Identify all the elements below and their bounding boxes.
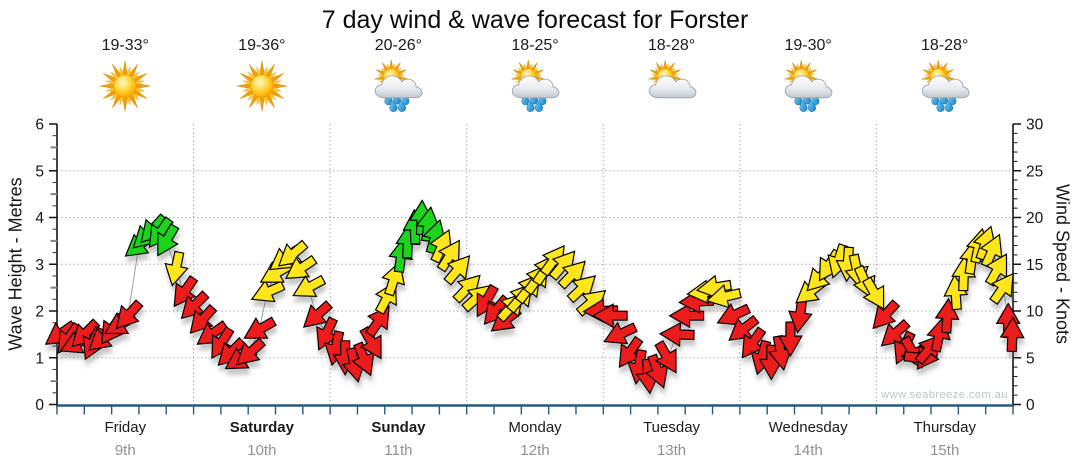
wind-arrow bbox=[436, 239, 460, 273]
day-name-label: Wednesday bbox=[768, 419, 848, 436]
day-date-label: 13th bbox=[656, 442, 687, 459]
weather-sun-showers-icon bbox=[921, 59, 970, 112]
wind-arrow bbox=[189, 303, 218, 334]
wave-axis-tick-label: 2 bbox=[35, 304, 44, 321]
wind-arrow bbox=[728, 314, 760, 341]
wave-axis-tick-label: 1 bbox=[35, 350, 44, 367]
wind-arrow bbox=[243, 316, 277, 339]
wind-arrow bbox=[157, 223, 180, 257]
wind-arrow bbox=[654, 340, 677, 374]
wind-arrow bbox=[351, 341, 375, 377]
day-date-label: 11th bbox=[384, 442, 413, 459]
day-temperature: 18-25° bbox=[511, 37, 559, 54]
day-date-label: 9th bbox=[114, 442, 136, 459]
day-temperature: 19-30° bbox=[784, 37, 832, 54]
wind-arrow bbox=[359, 325, 382, 360]
day-temperature: 18-28° bbox=[921, 37, 969, 54]
wind-arrow bbox=[741, 326, 767, 359]
wave-axis-tick-label: 5 bbox=[35, 163, 44, 180]
wind-arrow bbox=[872, 299, 901, 330]
wind-arrow bbox=[164, 250, 189, 287]
wind-arrow bbox=[316, 316, 339, 351]
wave-axis-tick-label: 6 bbox=[35, 117, 44, 134]
wind-arrow bbox=[277, 239, 309, 267]
wind-arrow bbox=[211, 326, 235, 360]
wind-arrow bbox=[285, 254, 318, 280]
wind-arrow bbox=[173, 274, 199, 308]
wind-arrow bbox=[115, 299, 144, 330]
wind-arrow bbox=[443, 254, 471, 286]
wave-axis-tick-label: 4 bbox=[35, 210, 44, 227]
wind-axis-tick-label: 10 bbox=[1026, 304, 1044, 321]
day-date-label: 15th bbox=[930, 442, 960, 459]
day-date-label: 14th bbox=[793, 442, 823, 459]
weather-sunny-icon bbox=[99, 60, 151, 112]
watermark-text: www.seabreeze.com.au bbox=[881, 389, 1008, 401]
wind-arrow bbox=[302, 300, 333, 328]
wind-axis-tick-label: 5 bbox=[1026, 350, 1035, 367]
wind-arrows bbox=[44, 199, 1025, 395]
wind-arrow bbox=[999, 316, 1025, 353]
wind-axis-tick-label: 30 bbox=[1026, 117, 1044, 134]
wind-arrow bbox=[476, 283, 500, 318]
day-name-label: Friday bbox=[104, 419, 147, 436]
weather-sunny-icon bbox=[236, 60, 288, 112]
wind-axis-tick-label: 0 bbox=[1026, 397, 1035, 414]
day-temperature: 19-33° bbox=[101, 37, 149, 54]
wind-arrow bbox=[429, 228, 453, 264]
wind-axis-tick-label: 25 bbox=[1026, 163, 1043, 180]
wind-arrow bbox=[591, 303, 628, 329]
day-name-label: Thursday bbox=[913, 419, 976, 436]
day-name-label: Tuesday bbox=[643, 419, 701, 436]
page-title: 7 day wind & wave forecast for Forster bbox=[321, 6, 749, 34]
day-date-label: 12th bbox=[520, 442, 550, 459]
wind-arrow bbox=[705, 283, 742, 309]
wind-arrow bbox=[989, 272, 1014, 305]
wind-arrow bbox=[603, 321, 638, 345]
wind-axis-tick-label: 20 bbox=[1026, 210, 1044, 227]
day-temperature: 18-28° bbox=[647, 37, 696, 54]
weather-sun-showers-icon bbox=[784, 59, 833, 112]
day-name-label: Sunday bbox=[371, 419, 426, 436]
wind-arrow bbox=[618, 335, 644, 369]
wave-axis-tick-label: 3 bbox=[35, 257, 44, 274]
wind-axis-tick-label: 15 bbox=[1026, 257, 1043, 274]
wind-arrow bbox=[861, 276, 885, 310]
day-temperature: 19-36° bbox=[238, 37, 286, 54]
day-date-label: 10th bbox=[247, 442, 277, 459]
weather-sun-showers-icon bbox=[511, 59, 560, 112]
wind-arrow bbox=[668, 303, 705, 329]
day-name-label: Saturday bbox=[229, 419, 294, 436]
wave-axis-tick-label: 0 bbox=[35, 397, 44, 414]
wind-arrow bbox=[658, 321, 695, 348]
wind-arrow bbox=[292, 274, 327, 297]
wind-arrow bbox=[644, 353, 669, 389]
weather-sun-cloud-icon bbox=[648, 59, 696, 99]
axes: 0 1 2 3 4 5 6 0 5 10 15 20 25 30 bbox=[35, 117, 1044, 415]
wind-arrow bbox=[236, 337, 267, 366]
weather-sun-showers-icon bbox=[374, 59, 423, 112]
wind-arrow bbox=[777, 321, 803, 358]
wind-arrow bbox=[180, 290, 210, 320]
day-temperature: 20-26° bbox=[374, 37, 423, 54]
day-name-label: Monday bbox=[508, 419, 562, 436]
wind-arrow bbox=[880, 318, 911, 347]
wind-arrow bbox=[548, 250, 576, 282]
